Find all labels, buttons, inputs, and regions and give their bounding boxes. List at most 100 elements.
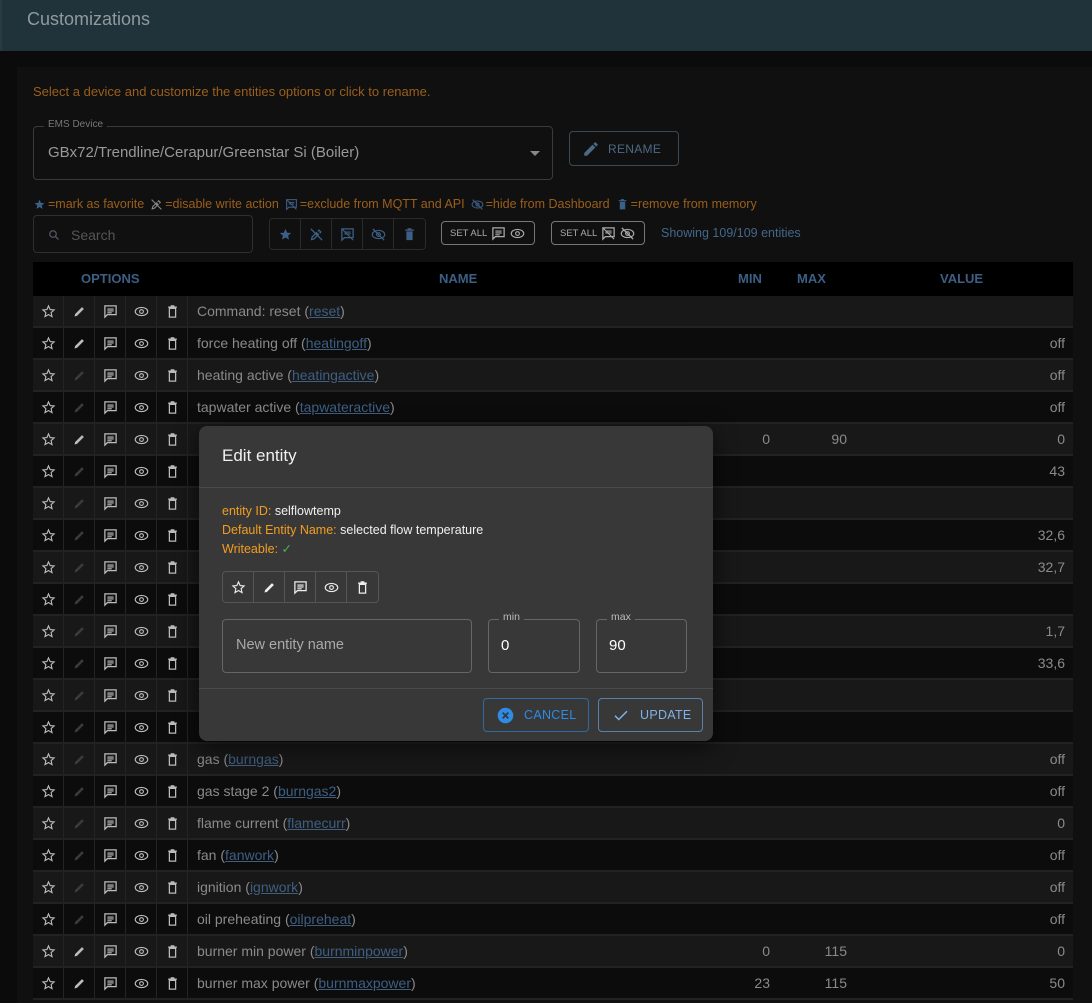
entity-id-link[interactable]: burnminpower — [314, 943, 404, 959]
star-toggle[interactable] — [33, 520, 64, 550]
pencil-toggle[interactable] — [64, 936, 95, 966]
comment-toggle[interactable] — [95, 712, 126, 742]
eye-toggle[interactable] — [126, 680, 157, 710]
table-row[interactable]: flame current (flamecurr) 0 — [33, 808, 1073, 840]
update-button[interactable]: UPDATE — [598, 698, 703, 732]
comment-toggle[interactable] — [95, 328, 126, 358]
comment-toggle[interactable] — [95, 360, 126, 390]
table-row[interactable]: fan (fanwork) off — [33, 840, 1073, 872]
eye-toggle[interactable] — [126, 328, 157, 358]
trash-toggle[interactable] — [157, 360, 188, 390]
entity-id-link[interactable]: fanwork — [225, 847, 275, 863]
entity-id-link[interactable]: tapwateractive — [299, 399, 391, 415]
eye-toggle[interactable] — [126, 296, 157, 326]
remove-toggle[interactable] — [347, 572, 378, 602]
entity-name[interactable]: gas (burngas) — [197, 751, 284, 767]
filter-favorite-button[interactable] — [270, 219, 301, 249]
eye-toggle[interactable] — [126, 840, 157, 870]
eye-toggle[interactable] — [126, 360, 157, 390]
eye-toggle[interactable] — [126, 616, 157, 646]
comment-toggle[interactable] — [95, 488, 126, 518]
pencil-toggle[interactable] — [64, 904, 95, 934]
entity-name[interactable]: burner max power (burnmaxpower) — [197, 975, 416, 991]
trash-toggle[interactable] — [157, 936, 188, 966]
trash-toggle[interactable] — [157, 680, 188, 710]
eye-toggle[interactable] — [126, 872, 157, 902]
comment-toggle[interactable] — [95, 776, 126, 806]
entity-id-link[interactable]: ignwork — [249, 879, 299, 895]
pencil-toggle[interactable] — [64, 520, 95, 550]
pencil-toggle[interactable] — [64, 776, 95, 806]
entity-name[interactable]: Command: reset (reset) — [197, 303, 345, 319]
trash-toggle[interactable] — [157, 392, 188, 422]
set-all-hidden-button[interactable]: SET ALL — [551, 221, 645, 245]
table-row[interactable]: tapwater active (tapwateractive) off — [33, 392, 1073, 424]
table-row[interactable]: heating active (heatingactive) off — [33, 360, 1073, 392]
entity-name[interactable]: heating active (heatingactive) — [197, 367, 380, 383]
trash-toggle[interactable] — [157, 488, 188, 518]
eye-toggle[interactable] — [126, 648, 157, 678]
eye-toggle[interactable] — [126, 936, 157, 966]
trash-toggle[interactable] — [157, 712, 188, 742]
star-toggle[interactable] — [33, 488, 64, 518]
entity-id-link[interactable]: reset — [309, 303, 341, 319]
entity-name[interactable]: oil preheating (oilpreheat) — [197, 911, 356, 927]
new-entity-name-input[interactable]: New entity name — [222, 619, 472, 673]
eye-toggle[interactable] — [126, 712, 157, 742]
star-toggle[interactable] — [33, 456, 64, 486]
comment-toggle[interactable] — [95, 296, 126, 326]
star-toggle[interactable] — [33, 424, 64, 454]
eye-toggle[interactable] — [126, 904, 157, 934]
pencil-toggle[interactable] — [64, 712, 95, 742]
eye-toggle[interactable] — [126, 968, 157, 998]
entity-id-link[interactable]: flamecurr — [287, 815, 346, 831]
star-toggle[interactable] — [33, 872, 64, 902]
cancel-button[interactable]: CANCEL — [483, 698, 589, 732]
table-row[interactable]: force heating off (heatingoff) off — [33, 328, 1073, 360]
star-toggle[interactable] — [33, 744, 64, 774]
entity-name[interactable]: force heating off (heatingoff) — [197, 335, 372, 351]
comment-toggle[interactable] — [95, 904, 126, 934]
comment-toggle[interactable] — [95, 648, 126, 678]
table-row[interactable]: oil preheating (oilpreheat) off — [33, 904, 1073, 936]
star-toggle[interactable] — [33, 360, 64, 390]
pencil-toggle[interactable] — [64, 424, 95, 454]
pencil-toggle[interactable] — [64, 616, 95, 646]
trash-toggle[interactable] — [157, 744, 188, 774]
trash-toggle[interactable] — [157, 968, 188, 998]
trash-toggle[interactable] — [157, 424, 188, 454]
comment-toggle[interactable] — [95, 584, 126, 614]
pencil-toggle[interactable] — [64, 392, 95, 422]
eye-toggle[interactable] — [126, 552, 157, 582]
eye-toggle[interactable] — [126, 808, 157, 838]
exclude-toggle[interactable] — [285, 572, 316, 602]
filter-exclude-button[interactable] — [332, 219, 363, 249]
comment-toggle[interactable] — [95, 744, 126, 774]
pencil-toggle[interactable] — [64, 552, 95, 582]
comment-toggle[interactable] — [95, 808, 126, 838]
trash-toggle[interactable] — [157, 840, 188, 870]
pencil-toggle[interactable] — [64, 360, 95, 390]
star-toggle[interactable] — [33, 584, 64, 614]
pencil-toggle[interactable] — [64, 648, 95, 678]
eye-toggle[interactable] — [126, 456, 157, 486]
pencil-toggle[interactable] — [64, 840, 95, 870]
table-row[interactable]: burner max power (burnmaxpower) 23 115 50 — [33, 968, 1073, 1000]
max-input[interactable]: max 90 — [596, 611, 687, 673]
entity-name[interactable]: flame current (flamecurr) — [197, 815, 351, 831]
table-row[interactable]: ignition (ignwork) off — [33, 872, 1073, 904]
filter-hide-button[interactable] — [363, 219, 394, 249]
star-toggle[interactable] — [33, 840, 64, 870]
pencil-toggle[interactable] — [64, 872, 95, 902]
trash-toggle[interactable] — [157, 296, 188, 326]
comment-toggle[interactable] — [95, 520, 126, 550]
star-toggle[interactable] — [33, 392, 64, 422]
pencil-toggle[interactable] — [64, 808, 95, 838]
entity-id-link[interactable]: burnmaxpower — [318, 975, 411, 991]
comment-toggle[interactable] — [95, 680, 126, 710]
entity-name[interactable]: tapwater active (tapwateractive) — [197, 399, 395, 415]
header-name[interactable]: NAME — [439, 271, 478, 286]
eye-toggle[interactable] — [126, 392, 157, 422]
table-row[interactable]: gas (burngas) off — [33, 744, 1073, 776]
eye-toggle[interactable] — [126, 744, 157, 774]
